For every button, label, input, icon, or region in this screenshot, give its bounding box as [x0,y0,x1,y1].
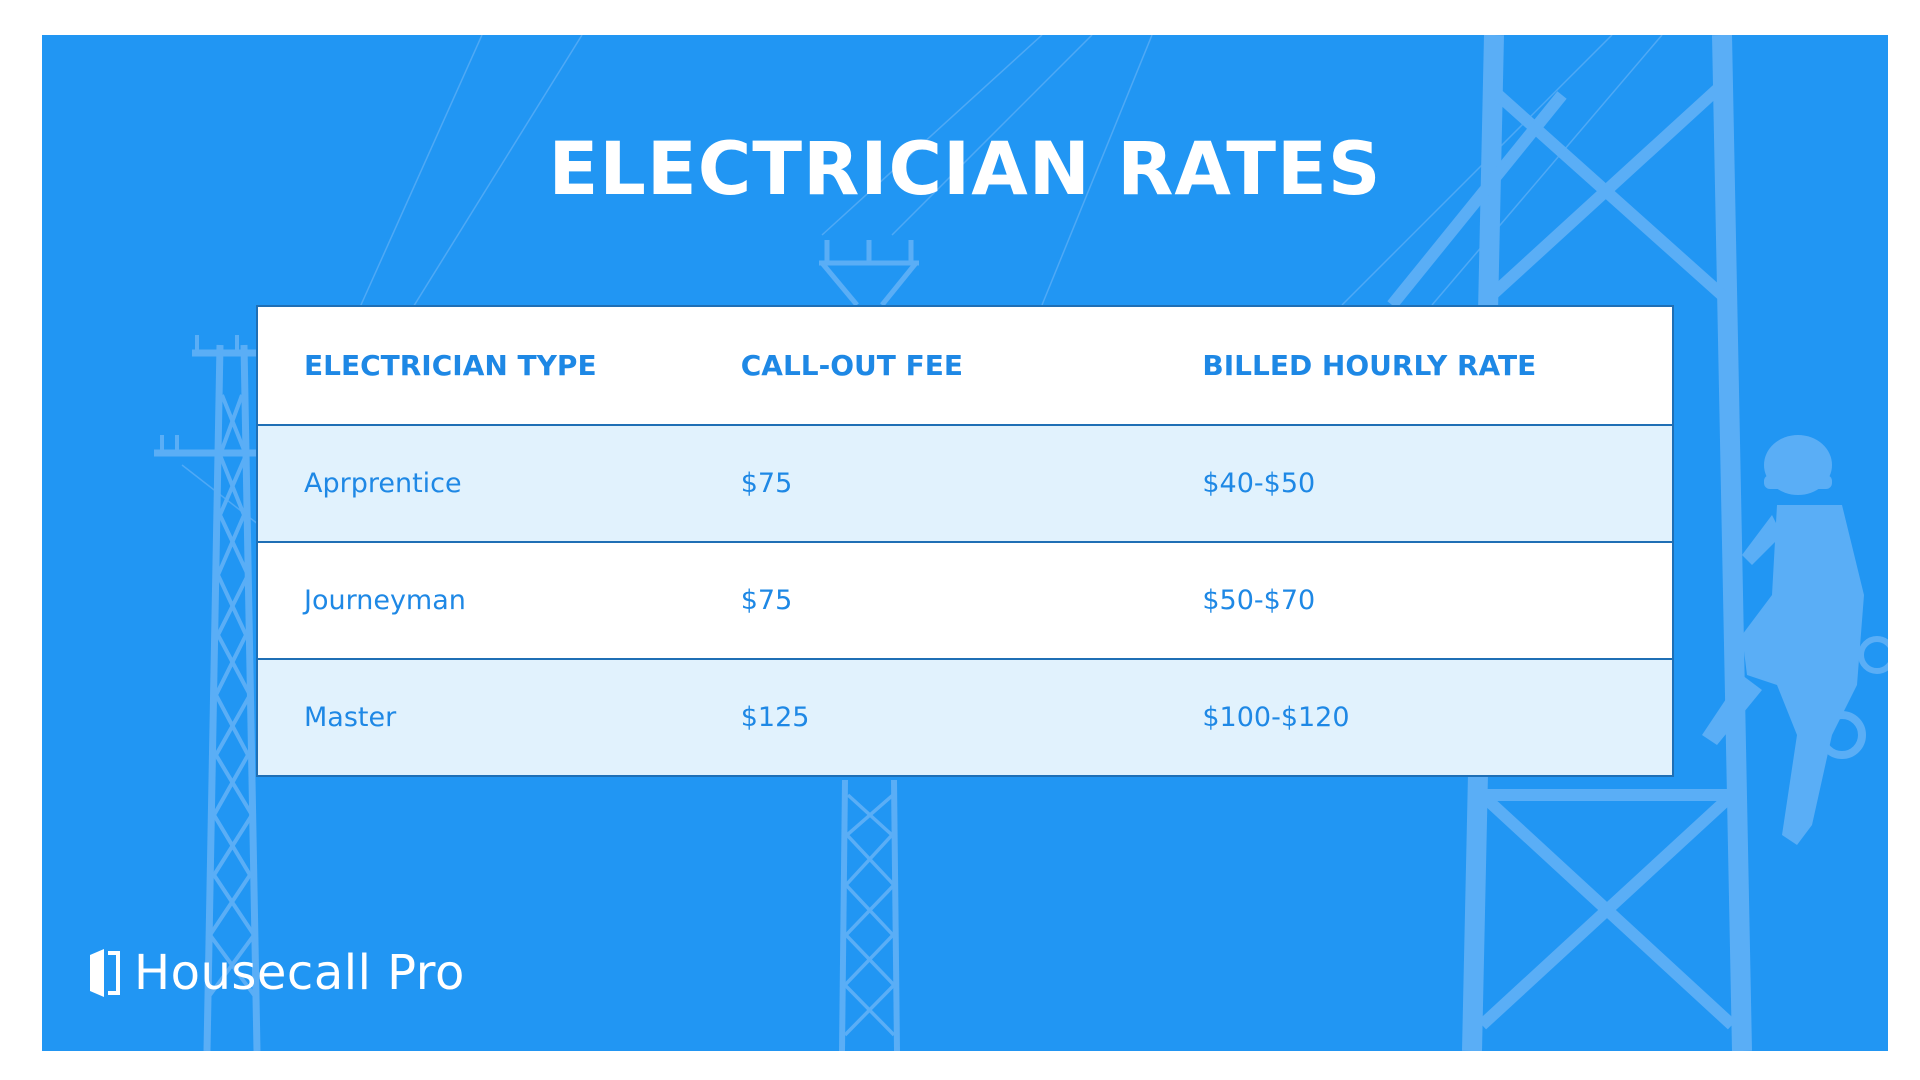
rates-table: ELECTRICIAN TYPE CALL-OUT FEE BILLED HOU… [256,305,1674,777]
column-header-billed-hourly-rate: BILLED HOURLY RATE [1202,349,1537,382]
cell-call-out-fee: $75 [740,585,793,616]
page-title: ELECTRICIAN RATES [548,127,1382,212]
cell-hourly-rate: $100-$120 [1202,702,1350,733]
table-row: Aprprentice $75 $40-$50 [258,424,1672,541]
infographic-panel: ELECTRICIAN RATES ELECTRICIAN TYPE CALL-… [42,35,1888,1051]
door-icon [90,949,120,997]
cell-call-out-fee: $75 [740,468,793,499]
column-header-electrician-type: ELECTRICIAN TYPE [304,349,597,382]
table-row: Journeyman $75 $50-$70 [258,541,1672,658]
cell-hourly-rate: $50-$70 [1202,585,1316,616]
cell-hourly-rate: $40-$50 [1202,468,1316,499]
column-header-call-out-fee: CALL-OUT FEE [740,349,964,382]
table-header-row: ELECTRICIAN TYPE CALL-OUT FEE BILLED HOU… [258,307,1672,424]
housecall-pro-logo: Housecall Pro [88,945,465,1001]
table-row: Master $125 $100-$120 [258,658,1672,775]
cell-electrician-type: Master [304,702,397,733]
cell-call-out-fee: $125 [740,702,810,733]
cell-electrician-type: Journeyman [304,585,466,616]
power-lines-background [154,35,1888,1051]
cell-electrician-type: Aprprentice [304,468,462,499]
brand-name: Housecall Pro [134,945,465,1001]
